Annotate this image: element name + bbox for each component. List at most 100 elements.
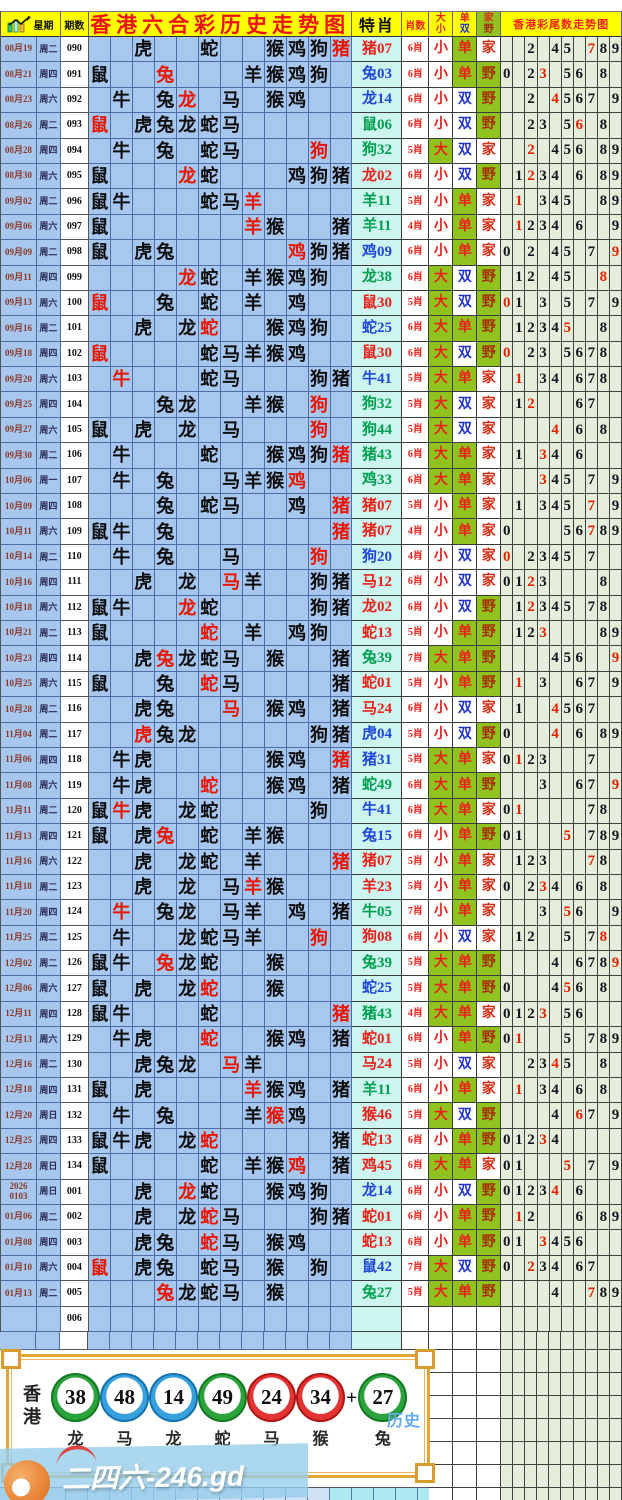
zodiac-cell xyxy=(88,722,111,748)
big-small-cell: 大 xyxy=(429,468,454,495)
zodiac-cell xyxy=(154,1179,177,1205)
tail-cell xyxy=(597,900,610,926)
tail-digit: 6 xyxy=(573,138,586,164)
tail-cell xyxy=(609,570,622,596)
zodiac-cell: 猪 xyxy=(330,1001,353,1028)
zodiac-mark: 虎 xyxy=(134,877,153,898)
zodiac-cell: 狗 xyxy=(308,620,331,647)
zodiac-cell: 牛 xyxy=(110,1027,133,1053)
zodiac-mark: 狗 xyxy=(310,800,329,821)
zodiac-cell: 鸡 xyxy=(286,1179,309,1205)
draw-date-cell: 11月20 xyxy=(1,900,37,926)
odd-even-header: 单双 xyxy=(453,12,478,37)
zodiac-cell: 兔 xyxy=(154,824,177,850)
tail-cell xyxy=(561,620,574,647)
zodiac-cell xyxy=(154,620,177,647)
draw-weekday-cell: 周一 xyxy=(36,468,61,495)
tail-digit: 9 xyxy=(609,163,622,190)
zodiac-mark: 牛 xyxy=(112,470,131,491)
tail-digit: 4 xyxy=(549,976,562,1002)
zodiac-cell xyxy=(308,824,331,850)
big-small-cell: 小 xyxy=(429,1230,454,1256)
zodiac-cell xyxy=(132,1103,155,1129)
empty-grid-cell xyxy=(501,1350,514,1373)
zodiac-cell: 狗 xyxy=(308,163,331,190)
empty-grid-cell xyxy=(501,1442,514,1465)
zodiac-mark: 兔 xyxy=(156,724,175,745)
zodiac-cell: 龙 xyxy=(176,1204,199,1231)
zodiac-cell xyxy=(132,468,155,495)
zodiac-mark: 虎 xyxy=(134,1029,153,1050)
zodiac-cell: 鸡 xyxy=(286,1103,309,1129)
odd-even-cell: 单 xyxy=(453,1281,478,1307)
lottery-ball: 14 xyxy=(149,1373,198,1422)
zodiac-cell: 猪 xyxy=(330,163,353,190)
draw-weekday: 周六 xyxy=(39,983,58,994)
tail-cell xyxy=(585,443,598,469)
home-wild-cell: 家 xyxy=(477,1078,502,1104)
big-small-cell: 小 xyxy=(429,620,454,647)
zodiac-mark: 马 xyxy=(222,1207,241,1228)
zodiac-cell xyxy=(132,189,155,215)
tail-cell xyxy=(513,976,526,1002)
special-zodiac-mark: 羊 xyxy=(244,1080,263,1101)
zodiac-mark: 蛇 xyxy=(200,1283,219,1304)
lottery-ball: 27 xyxy=(358,1373,408,1422)
zodiac-mark: 牛 xyxy=(112,1004,131,1025)
zodiac-count-cell: 5肖 xyxy=(402,849,430,875)
special-result: 蛇01 xyxy=(361,1208,392,1225)
tail-digit: 7 xyxy=(585,240,598,266)
tail-digit: 0 xyxy=(501,1001,514,1028)
tail-cell xyxy=(549,1001,562,1028)
zodiac-mark: 狗 xyxy=(310,318,329,339)
special-result: 猪31 xyxy=(361,751,392,768)
draw-weekday: 周六 xyxy=(39,526,58,537)
zodiac-mark: 虎 xyxy=(134,1130,153,1151)
filler-cell xyxy=(198,1332,220,1350)
tail-cell xyxy=(609,1001,622,1028)
tail-digit: 6 xyxy=(573,1230,586,1256)
filler-cell xyxy=(573,1332,586,1350)
zodiac-cell: 猪 xyxy=(330,1128,353,1155)
tail-cell xyxy=(549,849,562,875)
zodiac-cell xyxy=(286,138,309,164)
draw-date: 09月20 xyxy=(4,373,32,384)
zodiac-mark: 羊 xyxy=(244,64,263,85)
home-wild-cell xyxy=(477,1306,502,1332)
zodiac-cell: 龙 xyxy=(176,163,199,190)
zodiac-cell xyxy=(264,544,287,571)
zodiac-cell: 羊 xyxy=(242,1078,265,1104)
tail-digit: 5 xyxy=(561,925,574,952)
zodiac-cell: 兔 xyxy=(154,1103,177,1129)
special-result: 马12 xyxy=(361,573,392,590)
tail-cell xyxy=(501,1281,514,1307)
draw-row: 12月28 周日 134 鼠蛇羊猴鸡猪鸡45 6肖大单家 0 1 5 7 9 xyxy=(1,1154,622,1180)
filler-cell xyxy=(501,1332,514,1350)
home-wild-cell: 野 xyxy=(477,646,502,672)
zodiac-cell xyxy=(242,87,265,114)
draw-weekday: 周二 xyxy=(39,932,58,943)
tail-cell xyxy=(501,900,514,926)
tail-cell xyxy=(549,341,562,368)
home-wild-cell: 家 xyxy=(477,1001,502,1028)
tail-cell xyxy=(597,747,610,774)
draw-weekday-cell: 周六 xyxy=(36,1255,61,1282)
zodiac-cell: 狗 xyxy=(308,722,331,748)
zodiac-cell xyxy=(198,874,221,901)
tail-digit: 3 xyxy=(537,747,550,774)
zodiac-cell: 兔 xyxy=(154,1255,177,1282)
tail-digit: 5 xyxy=(561,519,574,545)
draw-date: 11月16 xyxy=(5,855,32,866)
tail-digit: 8 xyxy=(597,189,610,215)
tail-cell xyxy=(537,1281,550,1307)
draw-date: 10月25 xyxy=(4,678,32,689)
zodiac-mark: 牛 xyxy=(112,140,131,161)
draw-date: 09月30 xyxy=(4,449,32,460)
zodiac-mark: 猴 xyxy=(266,978,285,999)
tail-digit: 7 xyxy=(585,671,598,698)
tail-cell xyxy=(597,443,610,469)
zodiac-cell: 狗 xyxy=(308,138,331,164)
odd-even-cell: 单 xyxy=(453,62,478,88)
zodiac-mark: 猴 xyxy=(266,1283,285,1304)
zodiac-cell xyxy=(88,1027,111,1053)
